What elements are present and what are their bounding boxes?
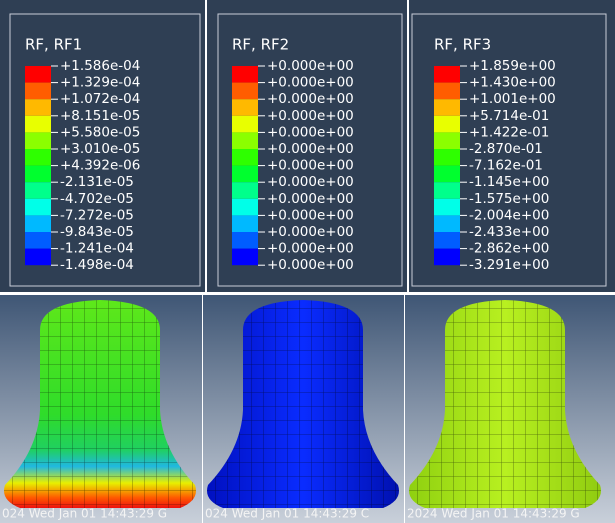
legend-label: +0.000e+00	[267, 257, 354, 273]
color-swatch	[232, 115, 258, 133]
legend-title: RF, RF1	[25, 36, 82, 54]
legend-label: -1.498e-04	[60, 257, 134, 273]
color-swatch	[25, 132, 51, 149]
legend-box	[411, 13, 607, 287]
timestamp: 024 Wed Jan 01 14:43:29 C	[205, 507, 369, 521]
color-swatch	[232, 82, 258, 100]
legend-label: -2.862e+00	[469, 241, 549, 257]
legend-label: +5.580e-05	[60, 124, 140, 140]
legend-label: -1.241e-04	[60, 241, 134, 257]
legend-label: +0.000e+00	[267, 75, 354, 91]
legend-label: +1.329e-04	[60, 75, 140, 91]
color-swatch	[434, 82, 460, 100]
color-swatch	[25, 232, 51, 249]
color-swatch	[232, 198, 258, 216]
color-swatch	[25, 165, 51, 183]
color-swatch	[25, 215, 51, 232]
legend-box	[217, 13, 403, 287]
color-swatch	[232, 149, 258, 166]
legend-label: +0.000e+00	[267, 141, 354, 157]
legend-label: -2.131e-05	[60, 174, 134, 190]
viewport-2	[203, 295, 404, 523]
legend-label: -2.433e+00	[469, 224, 549, 240]
timestamp: 024 Wed Jan 01 14:43:29 G	[2, 507, 167, 521]
legend-label: +1.422e-01	[469, 124, 549, 140]
color-swatch	[232, 99, 258, 116]
color-swatch	[434, 232, 460, 249]
legend-label: +0.000e+00	[267, 124, 354, 140]
color-swatch	[25, 99, 51, 116]
legend-label: +1.586e-04	[60, 58, 140, 74]
legend-label: +0.000e+00	[267, 108, 354, 124]
color-swatch	[232, 165, 258, 183]
color-swatch	[232, 132, 258, 149]
legend-label: -7.272e-05	[60, 207, 134, 223]
legend-box	[9, 13, 201, 287]
color-swatch	[25, 182, 51, 199]
color-swatch	[434, 149, 460, 166]
color-swatch	[434, 115, 460, 133]
legend-label: +0.000e+00	[267, 58, 354, 74]
color-swatch	[434, 132, 460, 149]
legend-label: +0.000e+00	[267, 91, 354, 107]
color-swatch	[434, 99, 460, 116]
color-swatch	[232, 182, 258, 199]
color-swatch	[434, 182, 460, 199]
legend-label: -3.291e+00	[469, 257, 549, 273]
legend-label: -7.162e-01	[469, 158, 543, 174]
legend-label: +1.072e-04	[60, 91, 140, 107]
color-swatch	[434, 215, 460, 232]
color-swatch	[25, 248, 51, 266]
legend-label: -2.870e-01	[469, 141, 543, 157]
legend-label: -2.004e+00	[469, 207, 549, 223]
legend-label: +0.000e+00	[267, 174, 354, 190]
legend-label: +8.151e-05	[60, 108, 140, 124]
legend-title: RF, RF3	[434, 36, 491, 54]
legend-label: +4.392e-06	[60, 158, 140, 174]
color-swatch	[232, 215, 258, 232]
color-swatch	[434, 66, 460, 83]
legend-area	[0, 0, 615, 292]
color-swatch	[25, 149, 51, 166]
viewport-3	[405, 295, 615, 523]
color-swatch	[232, 232, 258, 249]
viewport-1	[0, 295, 202, 523]
legend-title: RF, RF2	[232, 36, 289, 54]
color-swatch	[434, 248, 460, 266]
legend-label: -9.843e-05	[60, 224, 134, 240]
color-swatch	[232, 66, 258, 83]
legend-label: -1.145e+00	[469, 174, 549, 190]
legend-label: +0.000e+00	[267, 158, 354, 174]
color-swatch	[25, 198, 51, 216]
color-swatch	[25, 66, 51, 83]
legend-label: +3.010e-05	[60, 141, 140, 157]
legend-label: +0.000e+00	[267, 224, 354, 240]
legend-label: +1.430e+00	[469, 75, 556, 91]
legend-label: +5.714e-01	[469, 108, 549, 124]
color-swatch	[25, 82, 51, 100]
color-swatch	[25, 115, 51, 133]
legend-label: +0.000e+00	[267, 241, 354, 257]
legend-label: +1.001e+00	[469, 91, 556, 107]
legend-label: +0.000e+00	[267, 191, 354, 207]
legend-label: +1.859e+00	[469, 58, 556, 74]
legend-label: -4.702e-05	[60, 191, 134, 207]
color-swatch	[232, 248, 258, 266]
color-swatch	[434, 165, 460, 183]
color-swatch	[434, 198, 460, 216]
legend-label: +0.000e+00	[267, 207, 354, 223]
legend-label: -1.575e+00	[469, 191, 549, 207]
timestamp: 2024 Wed Jan 01 14:43:29 G	[407, 507, 580, 521]
